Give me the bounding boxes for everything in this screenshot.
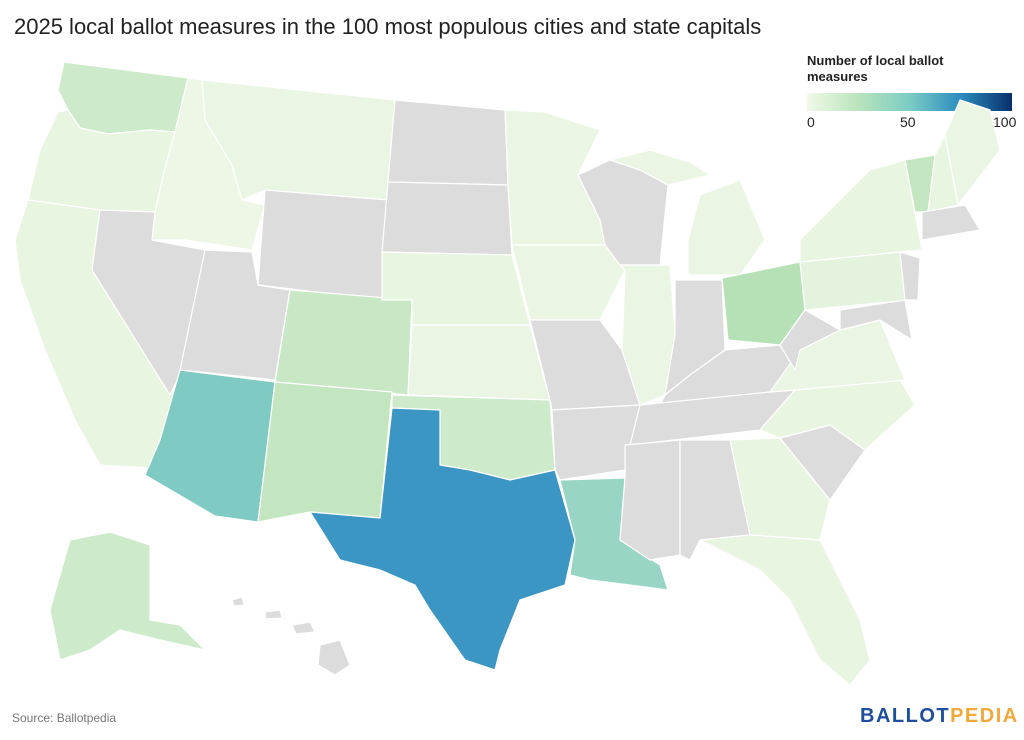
state-colorado[interactable]: [274, 289, 413, 396]
logo-part-2: PEDIA: [950, 705, 1019, 727]
state-michigan[interactable]: [687, 179, 766, 276]
legend-tick-0: 0: [807, 114, 815, 130]
state-iowa[interactable]: [511, 244, 626, 321]
state-texas[interactable]: [309, 407, 576, 671]
legend-tick-100: 100: [993, 114, 1017, 130]
state-michigan-upper[interactable]: [609, 149, 711, 186]
state-new-mexico[interactable]: [257, 381, 393, 523]
ballotpedia-logo: BALLOTPEDIA: [860, 705, 1019, 728]
state-arkansas[interactable]: [551, 404, 641, 481]
legend-tick-50: 50: [900, 114, 916, 130]
state-florida[interactable]: [699, 534, 871, 686]
state-new-jersey[interactable]: [899, 251, 921, 301]
state-massachusetts[interactable]: [921, 204, 981, 241]
logo-part-1: BALLOT: [860, 705, 951, 727]
state-north-dakota[interactable]: [387, 99, 509, 186]
state-south-dakota[interactable]: [381, 181, 513, 256]
state-kansas[interactable]: [407, 324, 551, 401]
legend-ticks: 0 50 100: [807, 114, 1016, 132]
state-hawaii-islands[interactable]: [231, 596, 316, 635]
state-west-virginia[interactable]: [779, 309, 841, 371]
state-alaska[interactable]: [49, 531, 206, 661]
legend-title: Number of local ballot measures: [807, 53, 944, 84]
state-maine[interactable]: [944, 99, 1001, 206]
state-georgia[interactable]: [729, 437, 831, 541]
source-note: Source: Ballotpedia: [12, 711, 117, 725]
state-maryland[interactable]: [839, 299, 913, 341]
state-mississippi[interactable]: [619, 439, 681, 561]
state-hawaii[interactable]: [317, 639, 351, 676]
us-choropleth-map: [14, 61, 1001, 686]
state-new-york[interactable]: [799, 159, 923, 263]
map-title: 2025 local ballot measures in the 100 mo…: [14, 14, 762, 39]
state-wyoming[interactable]: [257, 189, 389, 301]
state-illinois[interactable]: [619, 264, 676, 406]
